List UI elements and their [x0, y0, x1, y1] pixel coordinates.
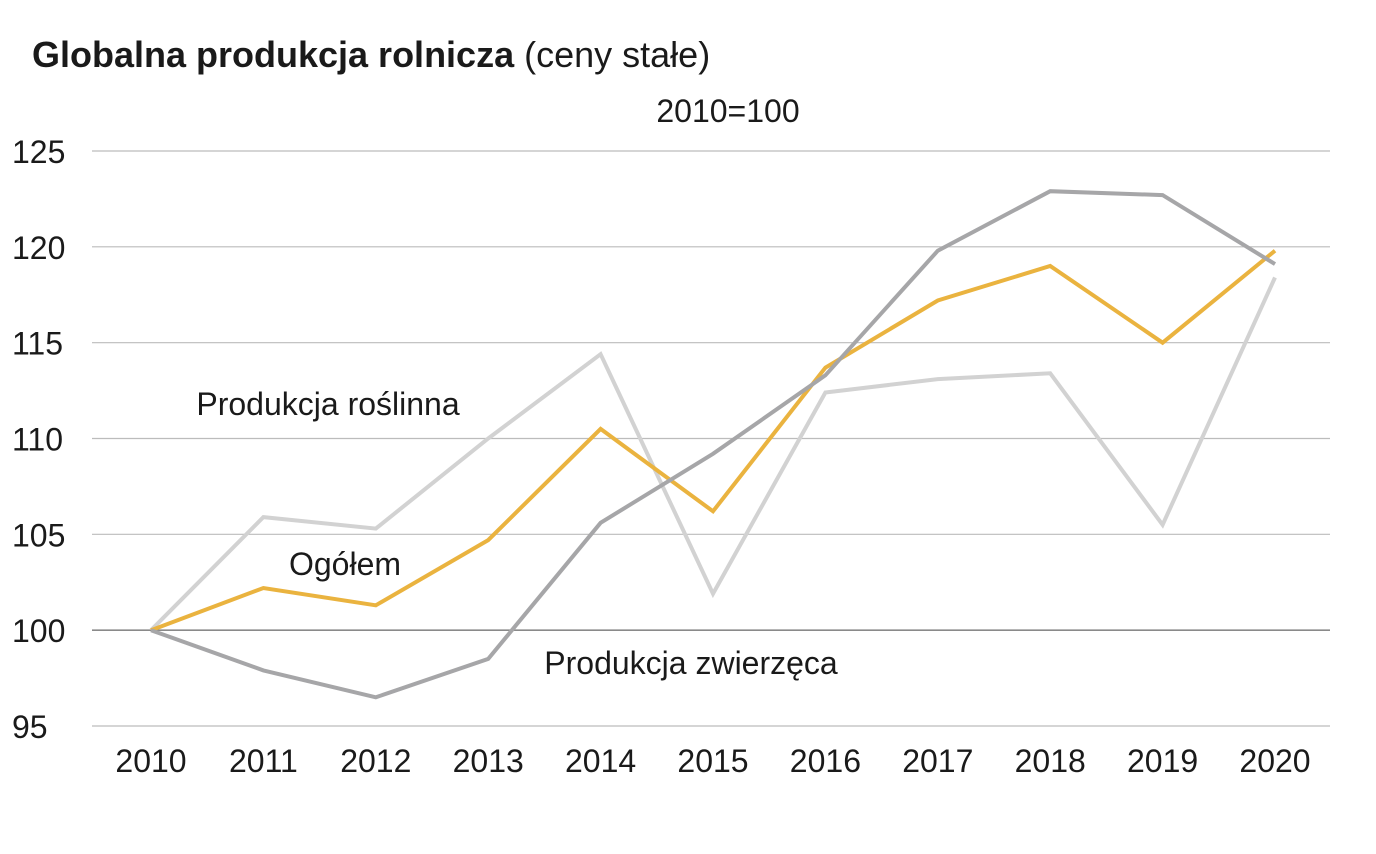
x-tick-label: 2015	[677, 743, 748, 779]
grid-lines	[92, 150, 1330, 727]
series-line-produkcja-zwierzeca	[150, 189, 1277, 700]
x-tick-label: 2013	[453, 743, 524, 779]
series-label-produkcja-roslinna: Produkcja roślinna	[196, 386, 459, 422]
x-tick-label: 2020	[1239, 743, 1310, 779]
x-tick-label: 2019	[1127, 743, 1198, 779]
x-tick-label: 2012	[340, 743, 411, 779]
chart-subtitle: (ceny stałe)	[524, 34, 711, 75]
y-tick-label: 120	[12, 230, 65, 266]
x-tick-label: 2011	[229, 743, 298, 779]
x-tick-label: 2017	[902, 743, 973, 779]
series-line-produkcja-roslinna	[149, 276, 1277, 632]
x-tick-label: 2014	[565, 743, 636, 779]
series-label-ogolem: Ogółem	[289, 546, 401, 582]
x-axis-ticks: 2010 2011 2012 2013 2014 2015 2016 2017 2018 2019…	[115, 743, 1310, 779]
index-base-annotation: 2010=100	[656, 93, 799, 129]
y-tick-label: 110	[12, 422, 63, 458]
series-lines	[149, 189, 1277, 700]
chart-title: Globalna produkcja rolnicza (ceny stałe)	[32, 34, 710, 76]
y-tick-label: 95	[12, 709, 48, 745]
y-tick-label: 115	[12, 326, 63, 362]
series-line-ogolem	[150, 249, 1277, 633]
y-tick-label: 105	[12, 517, 65, 553]
y-axis-ticks: 95 100 105 110 115 120 125	[12, 134, 65, 745]
chart-title-main: Globalna produkcja rolnicza	[32, 34, 515, 75]
y-tick-label: 100	[12, 613, 65, 649]
series-label-produkcja-zwierzeca: Produkcja zwierzęca	[544, 645, 838, 681]
x-tick-label: 2016	[790, 743, 861, 779]
x-tick-label: 2018	[1015, 743, 1086, 779]
x-tick-label: 2010	[115, 743, 186, 779]
y-tick-label: 125	[12, 134, 65, 170]
